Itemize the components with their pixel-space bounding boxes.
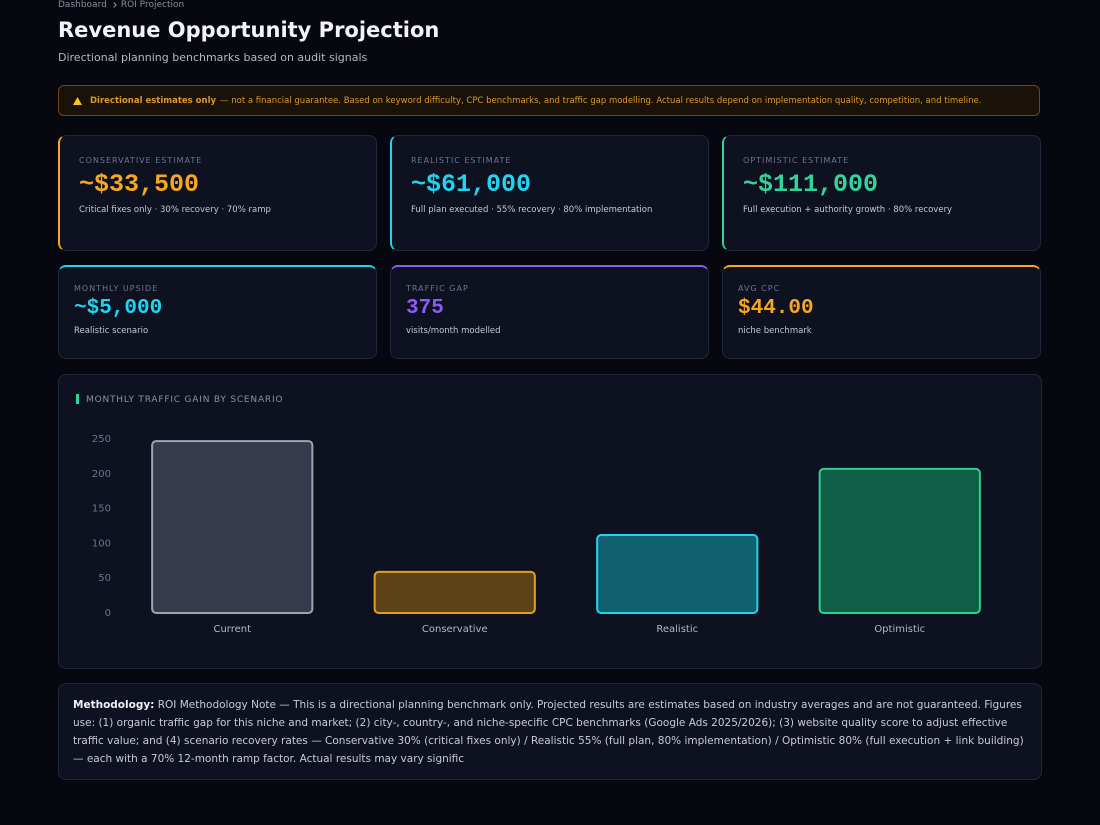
card-note: niche benchmark [738,326,812,336]
bar [151,440,314,614]
breadcrumb-separator [110,2,117,8]
metric-card: TRAFFIC GAP 375 visits/month modelled [390,265,709,359]
title-accent [76,394,79,404]
warning-icon [73,96,82,105]
chart-title: MONTHLY TRAFFIC GAIN BY SCENARIO [86,395,283,405]
x-tick-label: Optimistic [874,624,925,635]
methodology-label: Methodology: [73,699,155,711]
bar [818,467,981,615]
x-tick-label: Conservative [422,624,488,635]
card-label: MONTHLY UPSIDE [74,284,159,293]
notice: Directional estimates only — not a finan… [58,85,1040,116]
card-value: ~$33,500 [79,170,200,199]
card-note: Realistic scenario [74,326,149,336]
methodology: Methodology: ROI Methodology Note — This… [58,683,1042,780]
card-value: ~$5,000 [74,297,163,320]
card-note: Full execution + authority growth · 80% … [743,205,953,215]
card-label: TRAFFIC GAP [406,284,469,293]
y-tick-label: 50 [98,573,111,584]
breadcrumb-current: ROI Projection [120,0,185,10]
y-tick-label: 100 [92,538,111,549]
methodology-text: ROI Methodology Note — This is a directi… [73,699,1024,765]
notice-text: — not a financial guarantee. Based on ke… [220,95,982,106]
card-value: ~$61,000 [411,170,532,199]
card-note: Critical fixes only · 30% recovery · 70%… [79,205,271,215]
y-tick-label: 150 [92,504,111,515]
card-label: AVG CPC [738,284,781,293]
y-tick-label: 0 [105,608,111,619]
card-value: $44.00 [738,297,814,320]
bar [373,570,536,615]
notice-strong: Directional estimates only [90,95,217,106]
page-subtitle: Directional planning benchmarks based on… [58,51,368,64]
y-tick-label: 250 [92,434,111,445]
metric-card: AVG CPC $44.00 niche benchmark [722,265,1041,359]
chart-panel: MONTHLY TRAFFIC GAIN BY SCENARIO 0 50 100 1… [58,374,1042,669]
bar [596,534,759,615]
card-note: Full plan executed · 55% recovery · 80% … [411,205,653,215]
x-tick-label: Current [213,624,251,635]
card-label: REALISTIC ESTIMATE [411,156,512,165]
breadcrumb: Dashboard ROI Projection [58,0,184,10]
metric-card: MONTHLY UPSIDE ~$5,000 Realistic scenario [58,265,377,359]
card-label: OPTIMISTIC ESTIMATE [743,156,850,165]
chart: MONTHLY TRAFFIC GAIN BY SCENARIO 0 50 100 1… [76,394,981,635]
estimate-card: OPTIMISTIC ESTIMATE ~$111,000 Full executi… [722,135,1041,251]
y-tick-label: 200 [92,469,111,480]
card-value: ~$111,000 [743,170,879,199]
card-label: CONSERVATIVE ESTIMATE [79,156,203,165]
x-tick-label: Realistic [656,624,698,635]
estimate-card: CONSERVATIVE ESTIMATE ~$33,500 Critical fi… [58,135,377,251]
estimate-card: REALISTIC ESTIMATE ~$61,000 Full plan exec… [390,135,709,251]
card-note: visits/month modelled [406,326,501,336]
page-title: Revenue Opportunity Projection [58,18,440,42]
breadcrumb-link[interactable]: Dashboard [58,0,107,10]
card-value: 375 [406,297,444,320]
